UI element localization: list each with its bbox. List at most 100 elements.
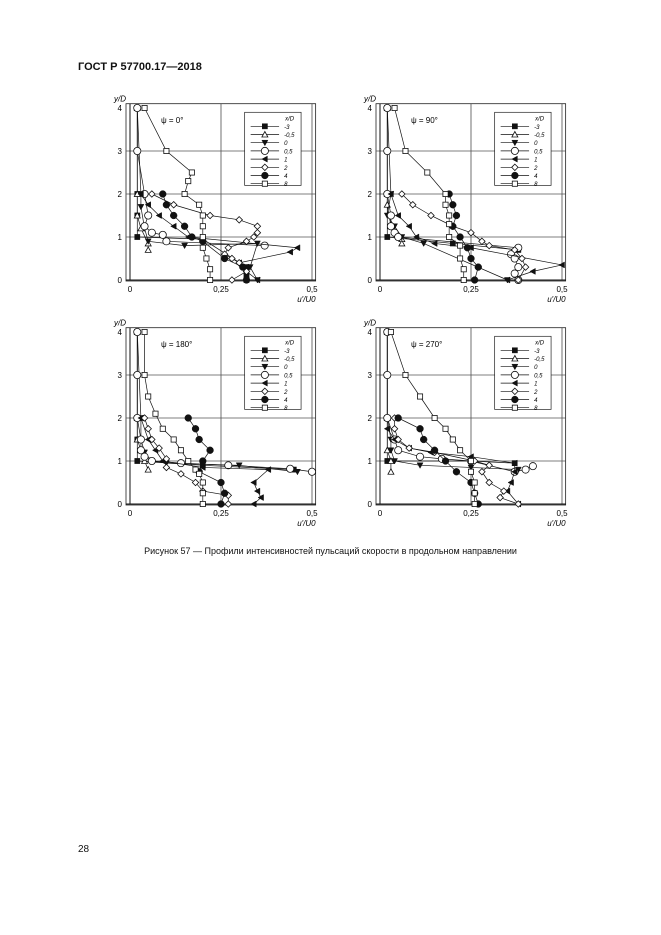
marker-open-square	[141, 104, 148, 111]
series-line	[140, 417, 270, 505]
legend-label: -3	[534, 125, 540, 131]
marker-filled-triangle-left	[431, 240, 438, 247]
marker-open-square	[203, 255, 210, 262]
marker-open-circle	[136, 446, 145, 455]
legend-label: 2	[283, 390, 288, 396]
series-1	[137, 414, 272, 508]
marker-filled-triangle-down	[181, 242, 189, 250]
legend-label: -0,5	[284, 133, 295, 139]
marker-filled-triangle-left	[253, 487, 261, 495]
marker-open-square	[199, 479, 206, 486]
legend: x/D -3 -0,5 0 0,5 1 2 4 8	[494, 111, 552, 188]
legend-label: 0,5	[284, 373, 293, 379]
legend-label: 8	[534, 182, 538, 188]
marker-filled-triangle-left	[511, 468, 518, 476]
marker-open-square	[152, 410, 159, 417]
marker-open-circle	[140, 452, 149, 461]
marker-open-diamond	[427, 211, 435, 220]
x-axis-label: u'/U0	[297, 295, 316, 304]
marker-open-square	[457, 242, 464, 249]
marker-filled-triangle-left	[253, 276, 261, 284]
chart-title: ψ = 90°	[411, 116, 438, 125]
y-tick-label: 4	[118, 104, 123, 113]
legend-label: 0,5	[284, 149, 293, 155]
marker-open-square	[199, 490, 206, 497]
series-8	[141, 328, 206, 507]
legend-box	[244, 335, 302, 410]
marker-filled-circle	[206, 446, 214, 454]
legend-title: x/D	[284, 116, 295, 122]
marker-open-diamond	[514, 276, 523, 284]
marker-open-diamond	[496, 493, 504, 502]
marker-open-square	[170, 436, 177, 443]
marker-open-square	[446, 233, 453, 240]
marker-filled-circle	[180, 222, 189, 230]
legend-label: 8	[284, 406, 288, 412]
marker-filled-circle	[195, 435, 203, 444]
marker-filled-triangle-left	[405, 222, 412, 230]
marker-open-square	[471, 500, 478, 507]
legend-label: -3	[284, 349, 290, 355]
y-tick-label: 3	[368, 147, 373, 156]
marker-open-square	[199, 233, 206, 240]
chart-psi-180: 0 1 2 3 4 0 0,25 0,5 y/D u'/U0 ψ = 180° x/D -3 -0,5 0 0…	[113, 319, 318, 528]
marker-open-diamond	[155, 444, 163, 452]
marker-open-triangle-up	[140, 457, 149, 464]
marker-filled-triangle-left	[286, 248, 293, 256]
marker-open-circle	[260, 370, 269, 379]
marker-open-circle	[140, 222, 149, 231]
y-tick-label: 0	[118, 276, 123, 285]
marker-open-square	[207, 276, 214, 283]
chart-psi-90: 0 1 2 3 4 0 0,25 0,5 y/D u'/U0 ψ = 90° x/D -3 -0,5 0 0,…	[363, 95, 568, 304]
marker-filled-triangle-left	[250, 500, 257, 508]
marker-filled-triangle-down	[511, 363, 519, 371]
marker-open-circle	[133, 103, 142, 112]
marker-filled-triangle-left	[261, 155, 268, 163]
legend-label: -0,5	[534, 133, 545, 139]
marker-open-circle	[383, 414, 392, 423]
marker-open-triangle-up	[398, 239, 406, 247]
marker-filled-circle	[394, 414, 402, 422]
marker-open-square	[199, 244, 206, 251]
marker-filled-triangle-down	[420, 240, 428, 247]
marker-filled-triangle-left	[250, 479, 257, 486]
marker-open-circle	[510, 146, 519, 155]
y-tick-label: 3	[118, 147, 123, 156]
marker-open-circle	[133, 147, 142, 156]
marker-filled-triangle-left	[261, 379, 268, 387]
marker-open-diamond	[485, 241, 493, 250]
marker-open-diamond	[224, 243, 233, 252]
legend-label: -3	[284, 125, 290, 131]
y-tick-label: 4	[368, 104, 373, 113]
x-tick-label: 0	[378, 509, 383, 518]
marker-filled-circle	[456, 233, 464, 241]
marker-open-square	[471, 490, 478, 497]
figure-caption: Рисунок 57 — Профили интенсивностей пуль…	[144, 546, 517, 556]
marker-open-diamond	[242, 237, 251, 246]
marker-open-square	[471, 479, 478, 486]
chart-title: ψ = 0°	[161, 116, 183, 125]
marker-filled-circle	[452, 211, 461, 220]
legend-title: x/D	[284, 340, 295, 346]
marker-open-circle	[307, 467, 316, 476]
marker-open-square	[177, 447, 184, 454]
marker-open-diamond	[228, 276, 236, 284]
marker-filled-circle	[470, 276, 479, 284]
marker-open-square	[185, 457, 192, 464]
marker-filled-triangle-down	[387, 447, 395, 454]
marker-filled-circle	[162, 201, 171, 209]
x-tick-label: 0	[128, 509, 133, 518]
marker-open-square	[199, 212, 206, 219]
marker-open-diamond	[405, 444, 413, 452]
marker-open-triangle-up	[511, 130, 519, 138]
marker-open-triangle-up	[133, 211, 141, 219]
marker-open-square	[449, 436, 456, 443]
marker-filled-square	[384, 234, 391, 240]
marker-open-diamond	[485, 461, 493, 470]
marker-open-diamond	[249, 233, 258, 241]
marker-filled-circle	[239, 263, 247, 271]
marker-open-triangle-up	[387, 457, 395, 464]
legend-label: 2	[283, 166, 288, 172]
legend-label: -0,5	[284, 357, 295, 363]
marker-filled-triangle-left	[412, 233, 420, 241]
